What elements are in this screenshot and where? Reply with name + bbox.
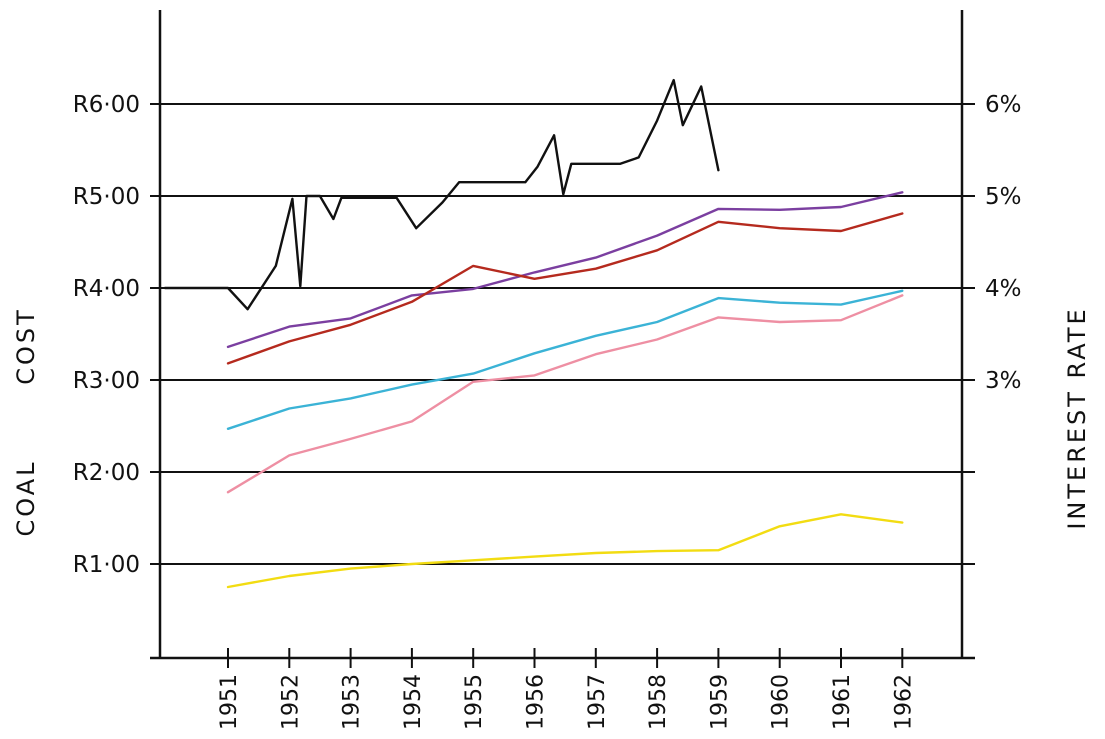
left-tick-label: R1·00 (73, 552, 140, 578)
x-tick-label: 1962 (891, 674, 916, 730)
series-line-6 (163, 78, 720, 311)
x-tick-label: 1961 (830, 674, 855, 730)
right-tick-label: 5% (985, 184, 1022, 210)
x-tick-label: 1953 (340, 674, 365, 730)
x-tick-label: 1959 (707, 674, 732, 730)
x-tick-label: 1960 (769, 674, 794, 730)
x-tick-label: 1956 (524, 674, 549, 730)
series-line-2 (226, 212, 904, 365)
y-axis-title-cost: COST (12, 307, 40, 385)
gridlines (150, 103, 975, 565)
left-tick-label: R3·00 (73, 368, 140, 394)
right-tick-label: 6% (985, 92, 1022, 118)
x-tick-label: 1952 (278, 674, 303, 730)
series-line-4 (226, 294, 904, 494)
x-tick-label: 1958 (646, 674, 671, 730)
series-line-1 (226, 191, 904, 349)
x-ticks: 1951 1952 1953 1954 1955 1956 1957 1958 1959 1960… (217, 648, 916, 730)
left-tick-label: R6·00 (73, 92, 140, 118)
right-tick-label: 3% (985, 368, 1022, 394)
series-lines (163, 78, 904, 589)
left-tick-label: R2·00 (73, 460, 140, 486)
right-tick-label: 4% (985, 276, 1022, 302)
x-tick-label: 1957 (585, 674, 610, 730)
left-tick-label: R4·00 (73, 276, 140, 302)
right-tick-labels: 3% 4% 5% 6% (985, 92, 1022, 394)
y-axis-title-coal: COAL (12, 459, 40, 536)
y-axis-title-right: INTEREST RATE (1063, 306, 1091, 529)
x-tick-label: 1951 (217, 674, 242, 730)
x-tick-label: 1955 (462, 674, 487, 730)
left-tick-label: R5·00 (73, 184, 140, 210)
series-line-5 (226, 513, 904, 589)
left-tick-labels: R1·00 R2·00 R3·00 R4·00 R5·00 R6·00 (73, 92, 140, 578)
series-line-3 (226, 289, 904, 430)
x-tick-label: 1954 (401, 674, 426, 730)
